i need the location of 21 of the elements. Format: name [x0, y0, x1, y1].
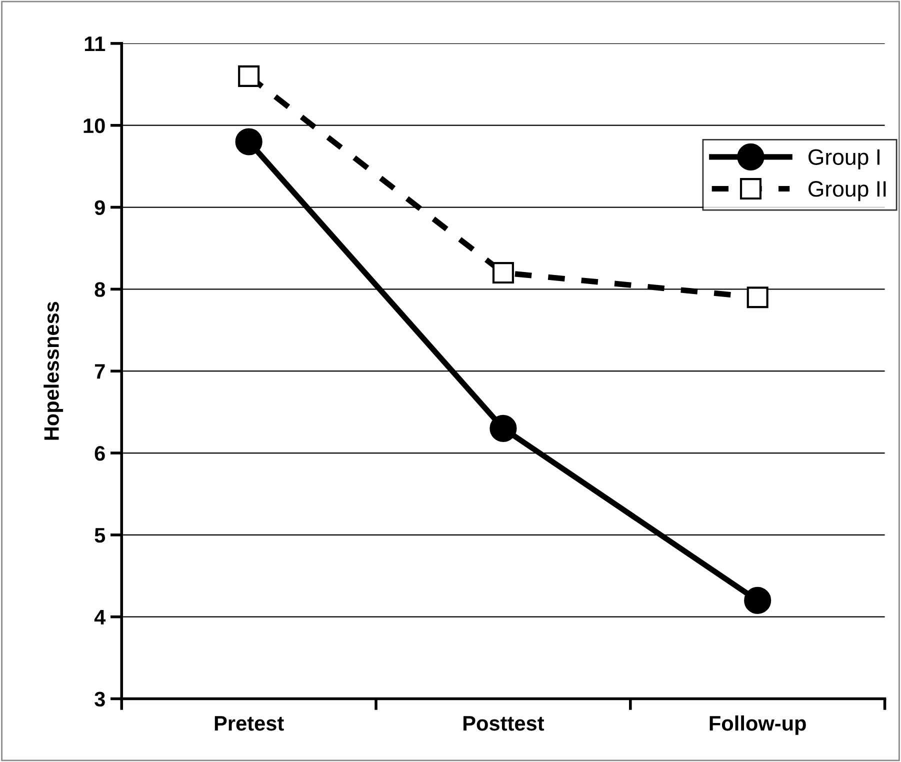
y-tick-label: 11: [84, 36, 106, 51]
x-tick-label: Follow-up: [710, 715, 806, 735]
legend-label: Group I: [808, 149, 880, 170]
y-tick-label: 5: [94, 528, 106, 543]
point: [490, 414, 517, 442]
y-axis-title: Hopelessness: [44, 302, 64, 440]
point: [492, 262, 514, 284]
y-tick-label: 9: [94, 200, 105, 216]
y-tick-label: 10: [84, 118, 105, 134]
y-tick-label: 7: [94, 364, 105, 379]
point: [746, 286, 768, 308]
legend-label: Group II: [808, 181, 886, 202]
x-tick-label: Posttest: [464, 716, 544, 731]
y-tick-label: 4: [94, 610, 106, 624]
point: [235, 128, 262, 156]
y-tick-label: 8: [94, 282, 106, 297]
x-tick-label: Pretest: [214, 716, 284, 731]
y-tick-label: 3: [94, 692, 105, 707]
point: [744, 586, 772, 614]
point: [238, 65, 260, 87]
y-tick-label: 6: [94, 446, 105, 461]
